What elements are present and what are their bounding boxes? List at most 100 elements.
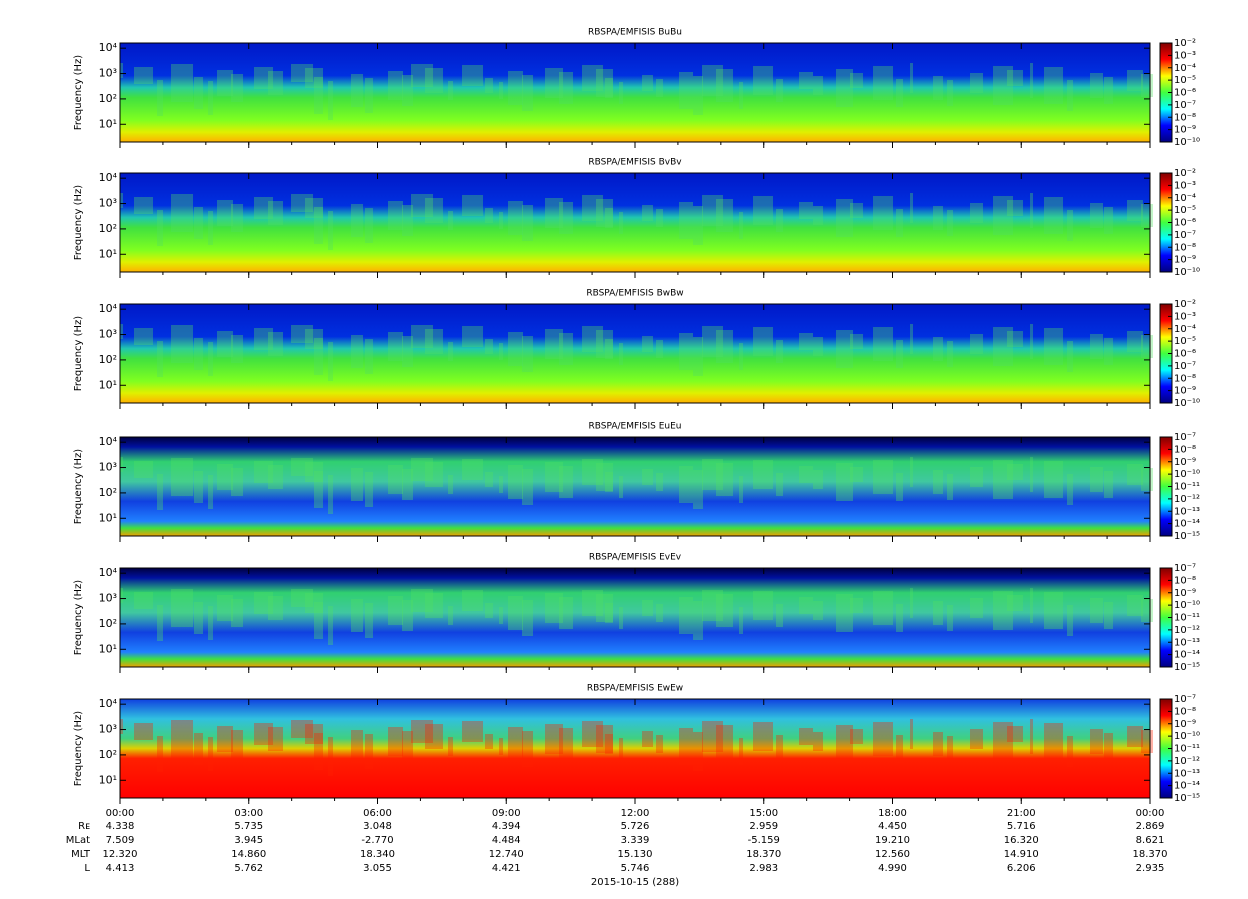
spectrogram-texture	[1090, 73, 1103, 98]
spectrogram-texture	[716, 69, 733, 102]
spectrogram-texture	[425, 329, 443, 354]
spectrogram-texture	[605, 603, 613, 623]
spectrogram-texture	[970, 334, 983, 354]
spectrogram-texture	[605, 78, 613, 98]
spectrogram-texture	[993, 327, 1013, 366]
colorbar-tick-label: 10⁻⁴	[1174, 193, 1196, 204]
spectrogram-texture	[582, 590, 603, 616]
colorbar-tick-label: 10⁻⁹	[1174, 588, 1196, 599]
spectrogram-texture	[873, 591, 893, 625]
spectrogram-texture	[813, 601, 823, 620]
ephemeris-value: 3.945	[234, 835, 263, 846]
ephemeris-value: 4.484	[492, 835, 521, 846]
spectrogram-texture	[425, 462, 443, 487]
spectrogram-texture	[1067, 80, 1073, 111]
spectrogram-texture	[1044, 328, 1063, 365]
spectrogram-texture	[120, 324, 123, 339]
spectrogram-texture	[1141, 335, 1153, 358]
y-axis-label: Frequency (Hz)	[73, 580, 84, 656]
spectrogram-texture	[1007, 595, 1023, 611]
ephemeris-value: 2.983	[749, 863, 778, 874]
spectrogram-texture	[619, 82, 623, 104]
spectrogram-texture	[217, 726, 233, 752]
x-tick-label: 18:00	[878, 808, 907, 819]
x-tick-label: 03:00	[234, 808, 263, 819]
spectrogram-texture	[896, 735, 903, 763]
spectrogram-texture	[194, 733, 203, 765]
spectrogram-texture	[910, 193, 913, 223]
spectrogram-texture	[656, 209, 663, 227]
spectrogram-texture	[402, 469, 413, 500]
spectrogram-texture	[896, 340, 903, 368]
spectrogram-texture	[776, 473, 783, 496]
spectrogram-texture	[268, 201, 283, 225]
spectrogram-texture	[462, 65, 483, 86]
spectrogram-texture	[1067, 210, 1073, 241]
spectrogram-texture	[896, 604, 903, 632]
spectrogram-texture	[1007, 331, 1023, 347]
colorbar-tick-label: 10⁻¹¹	[1174, 744, 1200, 755]
colorbar-tick-label: 10⁻¹¹	[1174, 482, 1200, 493]
spectrogram-texture	[462, 326, 483, 347]
y-tick-label: 10³	[99, 67, 117, 80]
colorbar-tick-label: 10⁻⁸	[1174, 242, 1196, 253]
y-tick-label: 10²	[99, 353, 117, 366]
colorbar-tick-label: 10⁻²	[1174, 168, 1196, 179]
spectrogram-texture	[268, 71, 283, 95]
colorbar-tick-label: 10⁻⁹	[1174, 125, 1196, 136]
spectrogram-texture	[365, 78, 373, 113]
colorbar-tick-label: 10⁻¹²	[1174, 494, 1200, 505]
x-tick-label: 12:00	[621, 808, 650, 819]
spectrogram-texture	[873, 460, 893, 494]
colorbar-tick-label: 10⁻¹⁰	[1174, 398, 1200, 409]
y-tick-label: 10⁴	[99, 302, 118, 315]
spectrogram-texture	[716, 463, 733, 496]
spectrogram-texture	[1104, 471, 1113, 498]
spectrogram-texture	[619, 607, 623, 629]
spectrogram-texture	[411, 458, 433, 481]
ephemeris-value: 5.735	[234, 821, 263, 832]
y-tick-label: 10⁴	[99, 41, 118, 54]
spectrogram-texture	[693, 206, 703, 245]
colorbar-tick-label: 10⁻⁹	[1174, 457, 1196, 468]
x-tick-label: 06:00	[363, 808, 392, 819]
spectrogram-texture	[910, 457, 913, 487]
spectrogram-texture	[716, 725, 733, 758]
spectrogram-texture	[314, 602, 323, 639]
spectrogram-texture	[993, 460, 1013, 499]
spectrogram-texture	[402, 731, 413, 762]
spectrogram-texture	[896, 473, 903, 501]
spectrogram-texture	[1141, 730, 1153, 753]
spectrogram-texture	[508, 71, 523, 105]
y-tick-label: 10³	[99, 197, 117, 210]
spectrogram-texture	[702, 195, 723, 226]
ephemeris-value: 2.869	[1136, 821, 1165, 832]
spectrogram-texture	[836, 725, 853, 763]
spectrogram-texture	[134, 723, 153, 740]
colorbar-label: amplitude (V^2/m^2/Hz)	[1233, 548, 1246, 688]
x-tick-label: 00:00	[1136, 808, 1165, 819]
spectrogram-texture	[217, 595, 233, 621]
spectrogram-texture	[799, 728, 813, 745]
spectrogram-texture	[642, 469, 653, 485]
spectrogram-texture	[693, 76, 703, 115]
spectrogram-texture	[485, 339, 493, 354]
spectrogram-texture	[1044, 592, 1063, 629]
ephemeris-value: 6.206	[1007, 863, 1036, 874]
spectrogram-texture	[582, 721, 603, 747]
spectrogram-texture	[522, 731, 533, 767]
spectrogram-texture	[619, 476, 623, 498]
colorbar-label: amplitude (nT^2/Hz)	[1233, 296, 1246, 411]
spectrogram-texture	[208, 342, 213, 376]
y-axis-label: Frequency (Hz)	[73, 185, 84, 261]
spectrogram-texture	[642, 336, 653, 352]
spectrogram-texture	[559, 597, 573, 629]
spectrogram-texture	[739, 607, 743, 634]
colorbar-tick-label: 10⁻¹²	[1174, 756, 1200, 767]
colorbar-tick-label: 10⁻¹⁵	[1174, 531, 1200, 542]
colorbar-tick-label: 10⁻¹⁴	[1174, 650, 1200, 661]
ephemeris-value: 18.370	[1133, 849, 1168, 860]
ephemeris-value: 5.716	[1007, 821, 1036, 832]
spectrogram-texture	[596, 463, 613, 491]
spectrogram-texture	[268, 596, 283, 620]
